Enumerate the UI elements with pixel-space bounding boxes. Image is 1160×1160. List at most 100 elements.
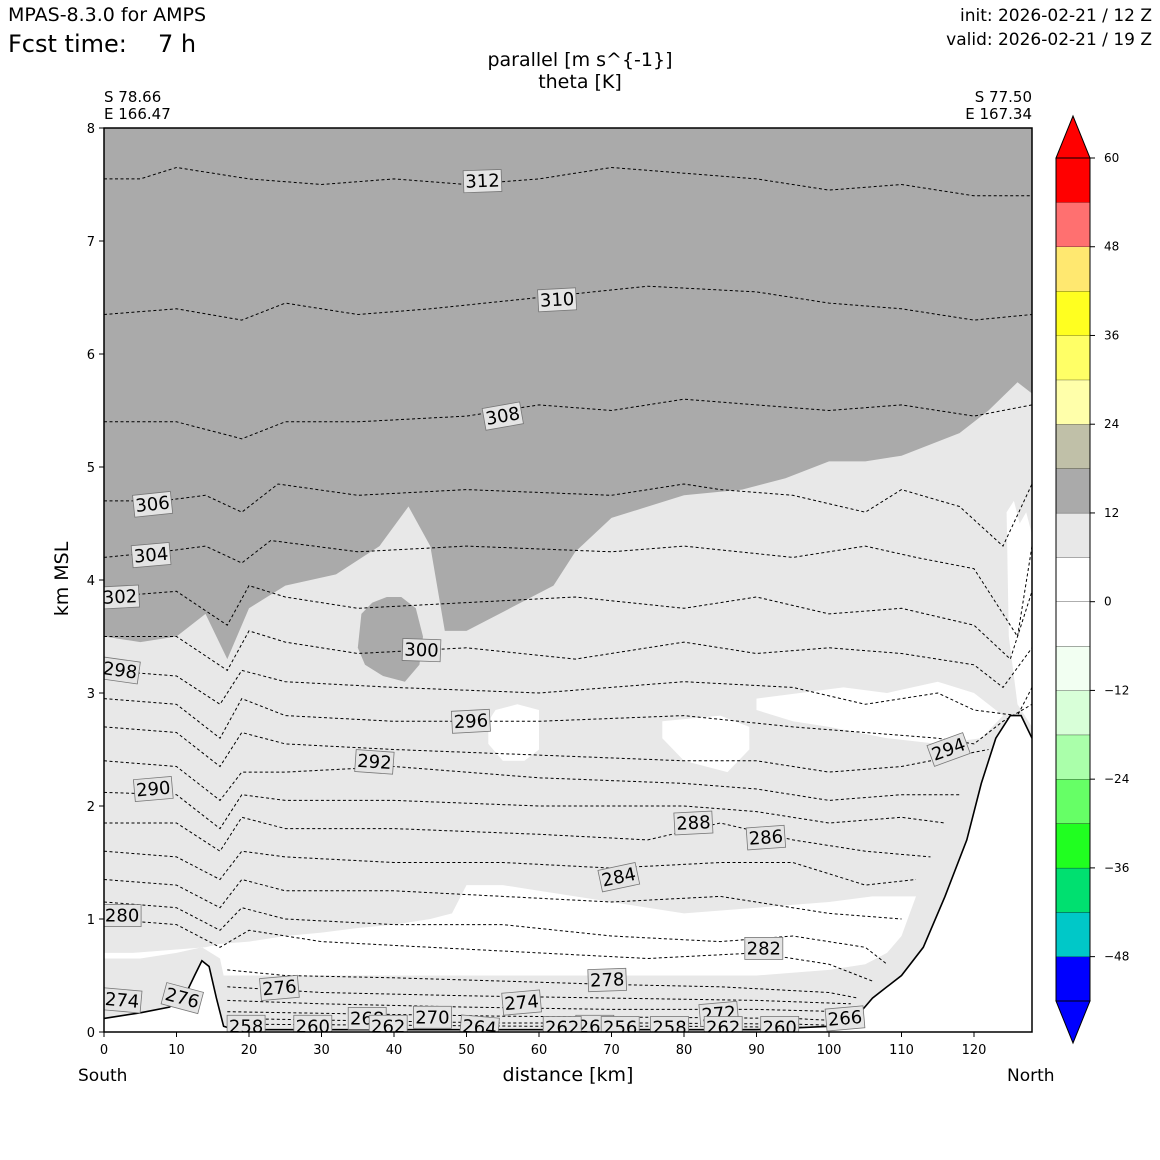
contour-label-text: 264 (461, 1016, 497, 1040)
colorbar-segment (1056, 291, 1090, 336)
contour-label-box (744, 937, 784, 960)
contour-label-box (703, 1016, 743, 1032)
y-tick-label: 1 (87, 913, 95, 928)
colorbar-segment (1056, 557, 1090, 602)
theta-contour-274 (227, 999, 844, 1013)
theta-contour-298 (104, 669, 1032, 717)
x-tick-label: 20 (241, 1043, 258, 1058)
wind-fill-calm (662, 715, 750, 773)
contour-label-256: 256 (600, 1016, 640, 1039)
x-tick-label: 10 (168, 1043, 185, 1058)
right-point-lon: E 167.34 (965, 105, 1032, 123)
contour-label-text: 262 (371, 1016, 405, 1037)
x-tick-label: 0 (100, 1043, 108, 1058)
contour-label-text: 282 (747, 938, 781, 959)
chart-title-line1: parallel [m s^{-1}] (487, 49, 673, 71)
contour-label-276: 276 (160, 982, 204, 1015)
fcst-time-label: Fcst time: (8, 30, 127, 58)
contour-label-text: 270 (415, 1007, 449, 1028)
contour-label-text: 312 (465, 171, 500, 193)
contour-label-text: 306 (134, 493, 170, 517)
contour-label-text: 280 (105, 906, 139, 927)
colorbar-segment (1056, 335, 1090, 380)
theta-contour-308 (104, 398, 1032, 440)
colorbar-tick-label: −48 (1104, 950, 1129, 964)
contour-label-box (542, 1016, 582, 1032)
contour-label-box (587, 967, 627, 993)
colorbar-segment (1056, 912, 1090, 957)
contour-label-box (462, 169, 503, 194)
colorbar-tick-label: 48 (1104, 240, 1119, 254)
contour-label-text: 292 (356, 751, 392, 774)
wind-fill-calm (104, 885, 916, 976)
contour-label-box (368, 1014, 408, 1032)
x-tick-label: 50 (458, 1043, 475, 1058)
contour-label-274: 274 (501, 989, 542, 1016)
y-tick-label: 0 (87, 1026, 95, 1041)
contour-label-box (354, 749, 395, 775)
x-tick-label: 40 (386, 1043, 403, 1058)
contour-label-box (259, 974, 300, 1001)
x-axis-label: distance [km] (502, 1064, 634, 1086)
colorbar-segment (1056, 601, 1090, 647)
colorbar-tick-label: 60 (1104, 151, 1119, 165)
left-point-lat: S 78.66 (104, 88, 162, 106)
contour-label-box (745, 824, 787, 851)
theta-contour-300 (104, 630, 1032, 689)
colorbar-segment (1056, 956, 1090, 1001)
theta-contour-284 (104, 878, 902, 920)
contour-label-288: 288 (673, 810, 714, 836)
colorbar-tick-label: −36 (1104, 861, 1129, 875)
left-point-lon: E 166.47 (104, 105, 171, 123)
contour-label-text: 296 (453, 710, 488, 733)
contour-label-box (501, 989, 542, 1016)
contour-label-286: 286 (745, 824, 787, 851)
contour-label-266: 266 (824, 1005, 866, 1032)
colorbar-segment (1056, 379, 1090, 425)
y-tick-label: 2 (87, 800, 95, 815)
contour-label-box (650, 1016, 689, 1032)
contour-label-text: 310 (539, 289, 574, 312)
contour-label-302: 302 (104, 584, 140, 610)
y-tick-label: 8 (87, 122, 95, 137)
contour-label-text: 274 (104, 989, 140, 1013)
x-tick-label: 100 (817, 1043, 842, 1058)
theta-contour-288 (104, 816, 931, 858)
contour-label-260: 260 (293, 1014, 333, 1037)
contour-label-box (450, 708, 491, 734)
init-time: init: 2026-02-21 / 12 Z (959, 6, 1152, 26)
x-end-left-label: South (78, 1066, 128, 1086)
contour-label-262: 262 (368, 1014, 408, 1037)
contour-label-290: 290 (132, 775, 174, 803)
contour-label-text: 278 (590, 969, 625, 991)
contour-label-264: 264 (459, 1014, 500, 1040)
contour-label-text: 290 (135, 778, 171, 802)
wind-fill-calm (756, 681, 1003, 744)
contour-label-298: 298 (101, 656, 141, 685)
theta-contour-306 (104, 483, 1032, 547)
colorbar-over-arrow (1055, 114, 1091, 159)
contour-label-box (459, 1014, 500, 1032)
contour-label-text: 298 (101, 658, 138, 684)
contour-label-text: 262 (545, 1018, 579, 1039)
contour-label-262: 262 (542, 1016, 582, 1039)
contour-label-text: 260 (296, 1016, 330, 1037)
x-tick-label: 30 (313, 1043, 330, 1058)
contour-label-text: 256 (603, 1018, 637, 1039)
contour-label-260: 260 (760, 1016, 800, 1039)
right-point-lat: S 77.50 (974, 88, 1032, 106)
contour-label-box (104, 656, 141, 685)
theta-contour-292 (104, 760, 960, 802)
contour-label-text: 260 (763, 1018, 797, 1039)
theta-contour-296 (104, 697, 1032, 745)
contour-label-text: 258 (652, 1018, 686, 1039)
x-end-right-label: North (1007, 1066, 1055, 1086)
contour-label-box (597, 862, 641, 893)
theta-contour-286 (104, 850, 917, 886)
contour-label-276: 276 (259, 974, 300, 1001)
colorbar-segment (1056, 867, 1090, 913)
colorbar-tick-label: −24 (1104, 772, 1129, 786)
x-tick-label: 60 (531, 1043, 548, 1058)
colorbar-tick-label: −12 (1104, 683, 1129, 697)
x-tick-label: 110 (889, 1043, 914, 1058)
